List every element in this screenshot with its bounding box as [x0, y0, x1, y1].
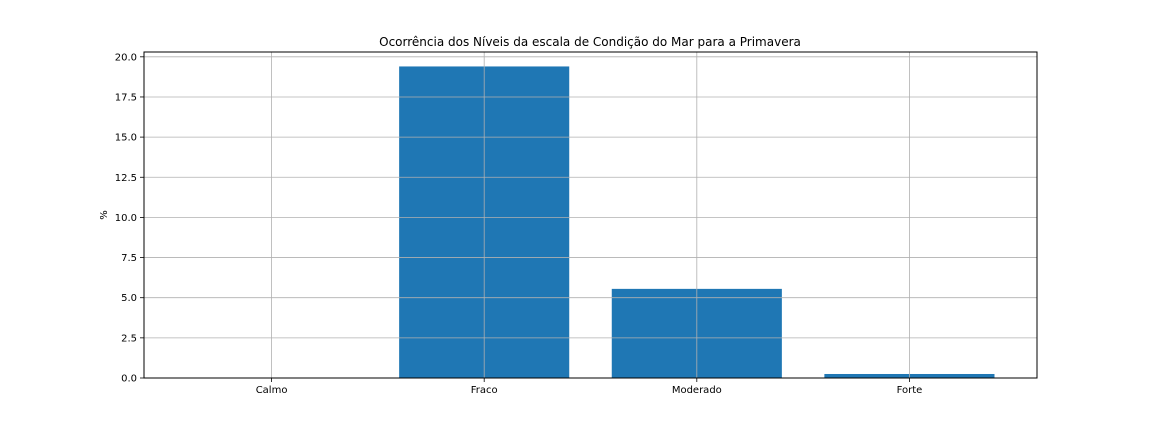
y-tick-label: 20.0	[115, 52, 137, 63]
grid-lines	[144, 52, 1037, 379]
x-tick-label-calmo: Calmo	[256, 385, 288, 396]
y-tick-label: 12.5	[115, 173, 137, 184]
y-ticks: 0.0 2.5 5.0 7.5 10.0 12.5 15.0 17.5 20.0	[115, 52, 144, 385]
y-tick-label: 15.0	[115, 133, 137, 144]
y-tick-label: 2.5	[121, 333, 137, 344]
y-tick-label: 5.0	[121, 293, 137, 304]
y-tick-label: 0.0	[121, 374, 137, 385]
x-ticks: Calmo Fraco Moderado Forte	[256, 378, 923, 396]
chart-title: Ocorrência dos Níveis da escala de Condi…	[379, 35, 801, 49]
y-tick-label: 7.5	[121, 253, 137, 264]
x-tick-label-forte: Forte	[897, 385, 923, 396]
x-tick-label-moderado: Moderado	[672, 385, 722, 396]
y-tick-label: 10.0	[115, 213, 137, 224]
plot-frame	[143, 51, 1038, 379]
x-tick-label-fraco: Fraco	[471, 385, 498, 396]
y-tick-label: 17.5	[115, 92, 137, 103]
y-axis-label: %	[99, 210, 110, 220]
